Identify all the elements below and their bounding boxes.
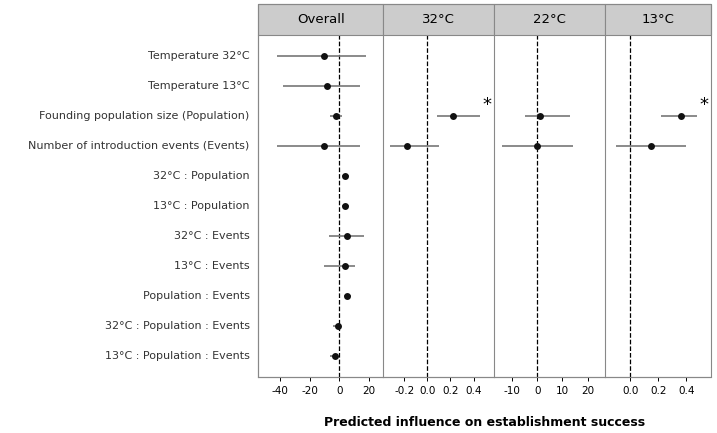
Text: 22°C: 22°C [533, 13, 566, 26]
Text: 32°C : Population : Events: 32°C : Population : Events [105, 321, 250, 331]
Text: 13°C : Population: 13°C : Population [153, 200, 250, 211]
Text: 13°C : Events: 13°C : Events [174, 261, 250, 271]
Text: *: * [700, 96, 708, 114]
Text: 13°C: 13°C [642, 13, 675, 26]
Text: 32°C : Population: 32°C : Population [153, 171, 250, 181]
Text: 13°C : Population : Events: 13°C : Population : Events [105, 351, 250, 361]
Text: Population : Events: Population : Events [143, 291, 250, 301]
Text: Temperature 13°C: Temperature 13°C [148, 81, 250, 90]
Text: Overall: Overall [297, 13, 345, 26]
Text: 32°C: 32°C [422, 13, 455, 26]
Text: *: * [483, 96, 492, 114]
Text: Number of introduction events (Events): Number of introduction events (Events) [28, 141, 250, 151]
Text: Founding population size (Population): Founding population size (Population) [39, 111, 250, 121]
Text: Temperature 32°C: Temperature 32°C [148, 51, 250, 61]
Text: Predicted influence on establishment success: Predicted influence on establishment suc… [324, 416, 645, 429]
Text: 32°C : Events: 32°C : Events [174, 231, 250, 241]
